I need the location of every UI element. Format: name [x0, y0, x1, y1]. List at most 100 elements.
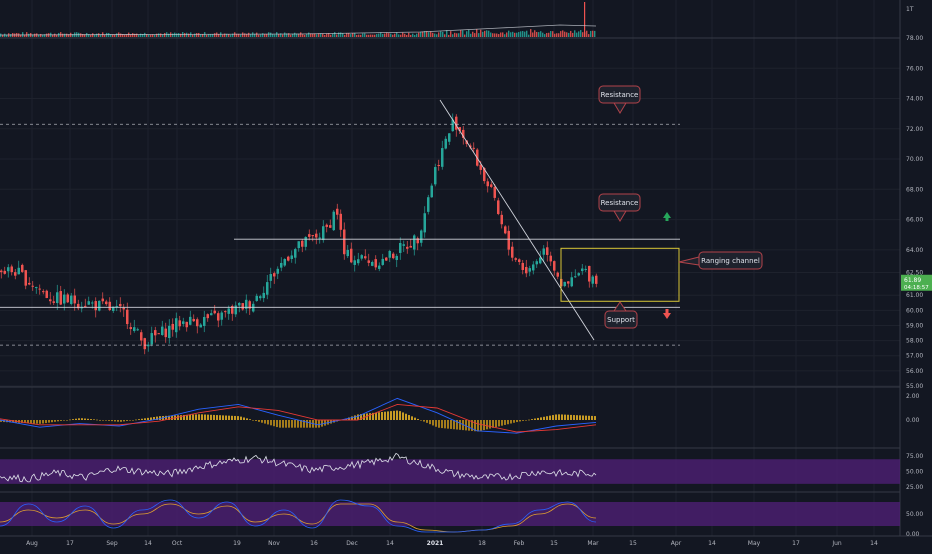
resistance-callout-upper[interactable]: Resistance: [598, 85, 641, 114]
ranging-channel-callout[interactable]: Ranging channel: [678, 251, 763, 270]
volume-bar: [296, 33, 298, 37]
macd-histogram-bar: [378, 412, 380, 420]
time-axis-label: 15: [629, 540, 637, 547]
macd-histogram-bar: [438, 420, 440, 428]
candle-down: [367, 260, 370, 263]
volume-bar: [326, 33, 328, 37]
bar-countdown: 04:18:57: [904, 285, 929, 291]
macd-histogram-bar: [534, 418, 536, 420]
candle-down: [325, 224, 328, 227]
volume-bar: [44, 34, 46, 37]
volume-bar: [180, 33, 182, 37]
ranging-channel-callout-pointer[interactable]: [678, 256, 700, 266]
candle-up: [304, 236, 307, 247]
candle-down: [126, 309, 129, 325]
support-callout-box[interactable]: [604, 310, 638, 329]
candle-up: [115, 306, 118, 308]
volume-bar: [492, 33, 494, 37]
macd-histogram-bar: [486, 420, 488, 430]
time-axis-label: Mar: [587, 540, 599, 547]
volume-bar: [400, 34, 402, 37]
candle-down: [84, 305, 87, 307]
drawings-layer[interactable]: Resistance Resistance Ranging channel Suppo…: [0, 85, 763, 346]
macd-histogram-bar: [501, 420, 503, 426]
candle-down: [553, 261, 556, 271]
volume-bar: [474, 33, 476, 37]
macd-histogram-bar: [216, 415, 218, 420]
candle-up: [528, 268, 531, 272]
candle-up: [35, 287, 38, 289]
volume-bar: [174, 32, 176, 37]
resistance-callout-lower[interactable]: Resistance: [598, 193, 641, 222]
candle-down: [479, 164, 482, 170]
macd-histogram-bar: [72, 419, 74, 420]
price-tick-label: 60.00: [906, 307, 923, 314]
resistance-callout-lower-pointer[interactable]: [613, 210, 627, 222]
candle-up: [238, 302, 241, 306]
volume-bar: [510, 32, 512, 37]
macd-histogram-bar: [78, 418, 80, 420]
volume-bar: [130, 34, 132, 37]
macd-histogram-bar: [288, 420, 290, 428]
volume-bar: [386, 32, 388, 37]
candle-down: [140, 332, 143, 341]
macd-histogram-bar: [588, 415, 590, 420]
volume-bar: [344, 34, 346, 37]
candle-down: [287, 256, 290, 261]
candle-up: [276, 268, 279, 274]
macd-histogram-bar: [99, 419, 101, 421]
candle-down: [122, 307, 125, 310]
candle-up: [413, 235, 416, 250]
macd-histogram-bar: [513, 420, 515, 423]
resistance-callout-upper-box[interactable]: [598, 85, 641, 104]
resistance-callout-upper-pointer[interactable]: [613, 102, 627, 114]
macd-histogram-bar: [264, 420, 266, 424]
resistance-callout-lower-box[interactable]: [598, 193, 641, 212]
macd-histogram-bar: [168, 415, 170, 420]
volume-bar: [56, 34, 58, 37]
macd-histogram-bar: [156, 416, 158, 420]
volume-bar: [340, 32, 342, 37]
macd-histogram-bar: [126, 420, 128, 421]
support-callout[interactable]: Support: [604, 301, 638, 329]
macd-histogram-bar: [150, 417, 152, 420]
volume-bar: [412, 33, 414, 37]
macd-histogram-bar: [495, 420, 497, 428]
macd-histogram-bar: [213, 414, 215, 420]
candle-up: [294, 249, 297, 258]
macd-histogram-bar: [420, 420, 422, 421]
macd-histogram-bar: [582, 415, 584, 420]
candle-up: [234, 305, 237, 315]
macd-histogram-bar: [192, 414, 194, 420]
arrow-down-icon[interactable]: [663, 309, 671, 319]
volume-bar: [300, 32, 302, 37]
volume-bar: [184, 33, 186, 37]
volume-bar: [550, 31, 552, 37]
macd-histogram-bar: [450, 420, 452, 429]
volume-bar: [494, 33, 496, 37]
candle-up: [430, 185, 433, 198]
support-callout-pointer[interactable]: [613, 301, 627, 312]
volume-bar: [498, 34, 500, 37]
candle-down: [21, 264, 24, 272]
candle-up: [420, 230, 423, 243]
stochastic-band: [0, 502, 900, 526]
volume-bar: [464, 34, 466, 37]
downtrend-line[interactable]: [439, 99, 595, 341]
ranging-channel-callout-box[interactable]: [698, 251, 763, 270]
candle-up: [591, 276, 594, 284]
macd-histogram-bar: [432, 420, 434, 426]
macd-histogram-bar: [297, 420, 299, 428]
volume-bar: [572, 32, 574, 37]
volume-bar: [28, 33, 30, 37]
candle-down: [45, 290, 48, 298]
arrow-up-icon[interactable]: [663, 212, 671, 221]
macd-histogram-bar: [363, 413, 365, 420]
volume-bar: [46, 33, 48, 37]
candle-down: [154, 330, 157, 336]
candle-up: [318, 237, 321, 239]
candle-up: [577, 273, 580, 276]
volume-bar: [98, 33, 100, 37]
